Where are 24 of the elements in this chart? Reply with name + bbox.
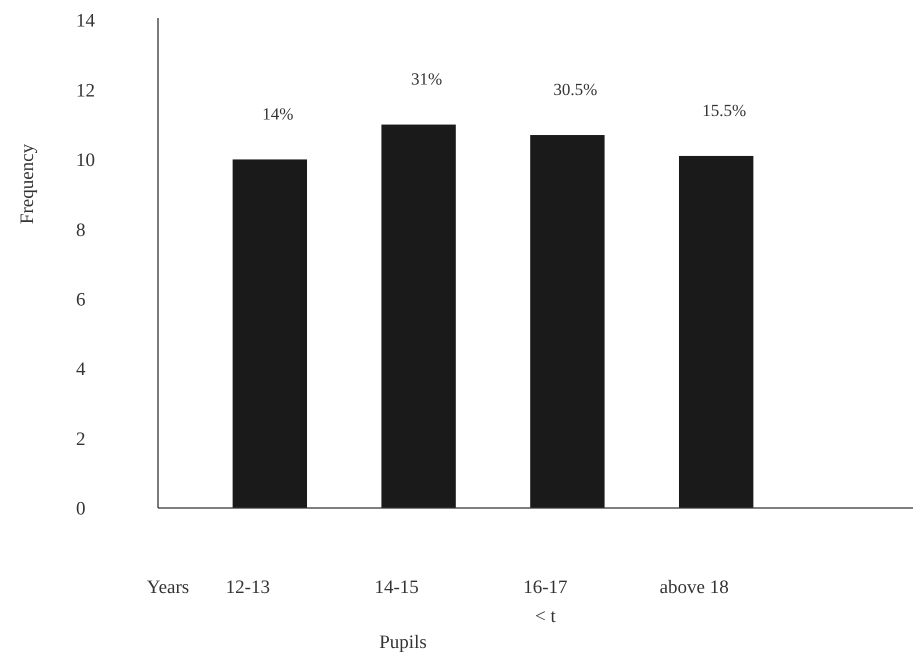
x-tick-label: 12-13	[226, 577, 270, 598]
bar	[381, 124, 456, 508]
y-tick-label: 12	[76, 80, 95, 102]
x-tick-label: 16-17	[523, 577, 568, 598]
x-tick-label: 14-15	[374, 577, 419, 598]
y-tick-label: 8	[76, 220, 86, 241]
bar	[232, 159, 308, 508]
y-tick-label: 14	[76, 10, 96, 32]
bar	[678, 156, 754, 508]
text: < t	[535, 606, 556, 627]
text: Years	[146, 577, 190, 598]
y-tick-label: 2	[76, 428, 86, 450]
annotation: 14%	[262, 104, 294, 124]
annotation: 15.5%	[702, 100, 746, 120]
y-tick-label: 10	[76, 150, 95, 172]
y-tick-label: 0	[76, 498, 86, 520]
x-axis-title: Pupils	[379, 632, 427, 653]
annotation: 30.5%	[553, 80, 598, 100]
y-axis-title: Frequency	[17, 143, 38, 224]
x-tick-label: above 18	[660, 577, 729, 598]
bar	[530, 135, 605, 508]
y-tick-label: 4	[76, 359, 86, 380]
y-tick-label: 6	[76, 290, 86, 311]
annotation: 31%	[411, 70, 442, 89]
